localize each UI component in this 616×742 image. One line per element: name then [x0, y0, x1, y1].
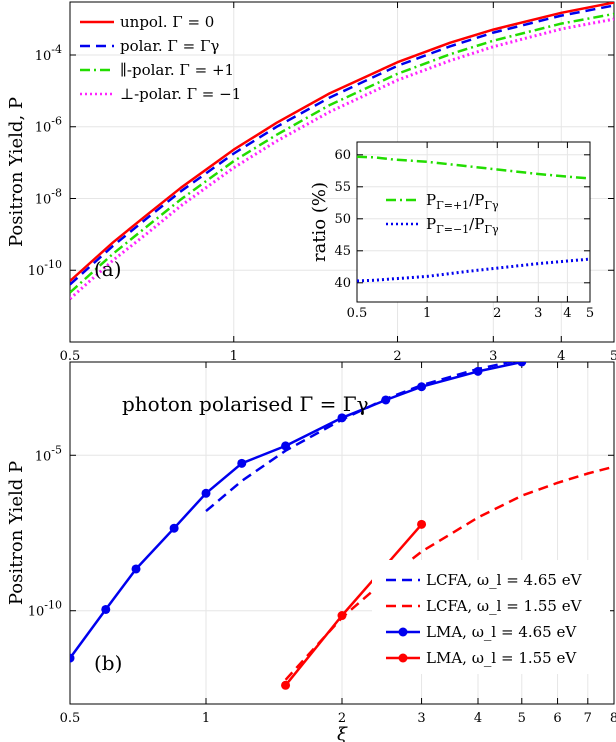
y-axis-label: Positron Yield P: [6, 461, 27, 605]
data-point: [473, 366, 483, 376]
data-point: [281, 441, 291, 451]
series-line: [357, 257, 590, 283]
series-line: [70, 2, 614, 282]
y-tick-label: 40: [334, 276, 351, 291]
legend-label: unpol. Γ = 0: [120, 13, 214, 31]
x-tick-label: 7: [584, 711, 592, 726]
y-axis-label: Positron Yield, P: [6, 97, 27, 247]
x-tick-label: 3: [417, 711, 425, 726]
y-tick-label: 45: [334, 244, 351, 259]
x-tick-label: 4: [563, 306, 571, 321]
x-tick-label: 3: [534, 306, 542, 321]
data-point: [281, 680, 291, 690]
x-tick-label: 1: [202, 711, 210, 726]
legend-label: polar. Γ = Γγ: [120, 37, 219, 55]
panel-label: (a): [94, 257, 122, 281]
x-tick-label: 0.5: [60, 711, 81, 726]
data-point: [237, 458, 247, 468]
x-tick-label: 5: [586, 306, 594, 321]
y-axis-label: ratio (%): [309, 182, 330, 262]
x-tick-label: 3: [489, 349, 497, 364]
x-tick-label: 5: [610, 349, 616, 364]
axes-frame: [356, 141, 591, 303]
data-point: [417, 519, 427, 529]
legend-label: ⊥-polar. Γ = −1: [120, 85, 241, 103]
data-point: [337, 413, 347, 423]
series-line: [70, 4, 614, 286]
data-point: [201, 488, 211, 498]
x-tick-label: 2: [493, 306, 501, 321]
x-tick-label: 1: [230, 349, 238, 364]
data-point: [417, 382, 427, 392]
legend-label: PΓ=−1/PΓγ: [426, 215, 499, 236]
legend-marker: [398, 627, 408, 637]
data-point: [337, 611, 347, 621]
inset-background: [357, 142, 590, 302]
x-tick-label: 6: [553, 711, 561, 726]
x-tick-label: 0.5: [60, 349, 81, 364]
axes-frame: [69, 1, 615, 343]
legend-label: LMA, ω_l = 1.55 eV: [426, 649, 577, 667]
legend-marker: [398, 653, 408, 663]
legend-label: LCFA, ω_l = 4.65 eV: [426, 571, 583, 589]
x-tick-label: 0.5: [347, 306, 368, 321]
panel-b: 0.5 1 2 3 4 5 6 7 8 10-10 10-5 Positron Yield P ξ (b)…: [6, 361, 616, 742]
y-tick-label: 10-5: [35, 443, 62, 464]
x-axis-label: ξ: [337, 724, 348, 742]
x-tick-label: 2: [338, 711, 346, 726]
data-point: [169, 523, 179, 533]
y-tick-label: 10-4: [35, 43, 62, 64]
series-line: [205, 362, 517, 513]
y-tick-label: 10-6: [35, 115, 62, 136]
series-line: [357, 155, 590, 180]
series-line: [70, 12, 614, 294]
data-point: [131, 564, 141, 574]
y-tick-label: 55: [334, 180, 351, 195]
legend-label: LMA, ω_l = 4.65 eV: [426, 623, 577, 641]
panel-a-inset: 0.5 1 2 3 4 5 40 45 50 55 60 ratio (%) PΓ=+1/PΓγ PΓ=−…: [309, 141, 594, 321]
x-tick-label: 4: [474, 711, 482, 726]
x-tick-label: 2: [393, 349, 401, 364]
legend-label: PΓ=+1/PΓγ: [426, 191, 499, 212]
legend-label: LCFA, ω_l = 1.55 eV: [426, 597, 583, 615]
data-point: [517, 362, 527, 367]
legend-label: ∥-polar. Γ = +1: [120, 61, 234, 79]
x-tick-label: 4: [557, 349, 565, 364]
series-line: [284, 465, 614, 681]
panel-label: (b): [94, 651, 122, 675]
y-tick-label: 10-10: [28, 599, 62, 620]
data-point: [101, 604, 111, 614]
series-line: [70, 362, 523, 659]
data-point: [381, 395, 391, 405]
panel-title: photon polarised Γ = Γγ: [122, 392, 369, 416]
x-tick-label: 5: [518, 711, 526, 726]
y-tick-label: 10-8: [35, 186, 62, 207]
y-tick-label: 60: [334, 148, 351, 163]
y-tick-label: 10-10: [28, 258, 62, 279]
data-point: [70, 653, 75, 663]
x-tick-label: 8: [610, 711, 616, 726]
y-tick-label: 50: [334, 212, 351, 227]
series-line: [70, 17, 614, 300]
x-tick-label: 1: [423, 306, 431, 321]
